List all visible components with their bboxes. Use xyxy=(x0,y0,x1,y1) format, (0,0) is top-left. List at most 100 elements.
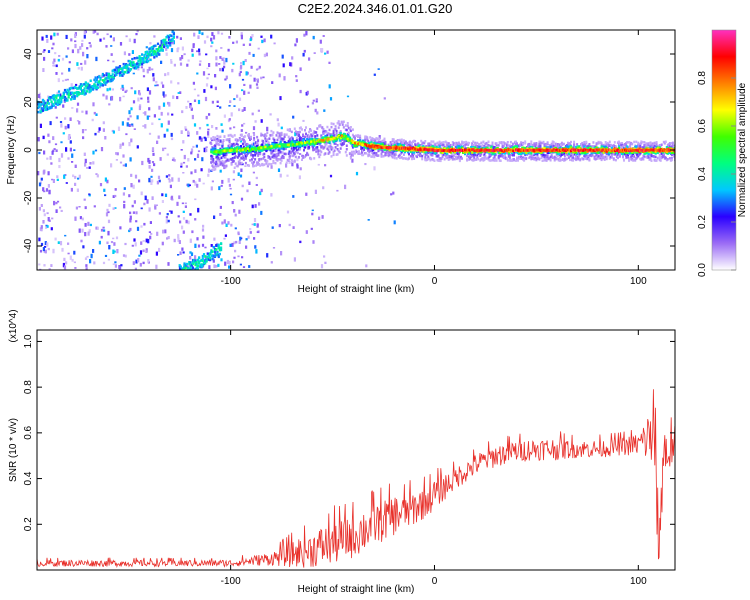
heatmap-cell xyxy=(65,182,68,184)
heatmap-streak-cell xyxy=(106,72,109,76)
heatmap-halo-cell xyxy=(478,143,481,146)
heatmap-streak-cell xyxy=(180,274,182,277)
heatmap-cell xyxy=(210,244,213,247)
heatmap-cell xyxy=(110,95,114,101)
heatmap-cell xyxy=(46,212,49,215)
heatmap-cell xyxy=(126,122,129,127)
heatmap-halo-cell xyxy=(331,139,334,143)
heatmap-cell xyxy=(311,212,314,216)
heatmap-halo-cell xyxy=(565,157,568,161)
heatmap-cell xyxy=(240,129,243,132)
heatmap-cell xyxy=(269,113,272,116)
heatmap-streak-cell xyxy=(55,96,58,100)
heatmap-halo-cell xyxy=(395,157,398,160)
heatmap-halo-cell xyxy=(408,152,410,156)
heatmap-halo-cell xyxy=(558,156,561,159)
heatmap-cell xyxy=(271,226,274,229)
heatmap-halo-cell xyxy=(234,162,237,165)
heatmap-cell xyxy=(164,193,168,197)
heatmap-cell xyxy=(112,237,115,240)
heatmap-cell xyxy=(164,94,167,97)
heatmap-halo-cell xyxy=(477,157,480,161)
heatmap-cell xyxy=(52,64,55,67)
heatmap-halo-cell xyxy=(543,156,546,159)
heatmap-cell xyxy=(189,238,192,243)
heatmap-halo-cell xyxy=(509,140,512,144)
heatmap-halo-cell xyxy=(484,155,487,158)
heatmap-streak-cell xyxy=(211,250,214,253)
heatmap-streak-cell xyxy=(194,259,197,262)
heatmap-halo-cell xyxy=(352,150,355,154)
heatmap-halo-cell xyxy=(327,145,330,148)
heatmap-cell xyxy=(120,87,123,90)
heatmap-halo-cell xyxy=(457,152,460,155)
heatmap-cell xyxy=(377,68,380,70)
heatmap-cell xyxy=(255,249,258,254)
heatmap-cell xyxy=(146,115,149,120)
heatmap-streak-cell xyxy=(99,84,102,87)
heatmap-halo-cell xyxy=(595,143,598,146)
heatmap-halo-cell xyxy=(364,139,367,142)
heatmap-cell xyxy=(158,105,161,110)
heatmap-streak-cell xyxy=(63,88,67,92)
heatmap-halo-cell xyxy=(387,151,390,154)
heatmap-halo-cell xyxy=(541,159,544,162)
heatmap-halo-cell xyxy=(296,131,299,134)
heatmap-streak-cell xyxy=(206,252,209,255)
heatmap-band-cell xyxy=(261,149,264,152)
heatmap-cell xyxy=(132,72,135,75)
heatmap-halo-cell xyxy=(358,135,360,138)
heatmap-cell xyxy=(302,119,305,122)
heatmap-halo-cell xyxy=(402,157,405,160)
heatmap-cell xyxy=(40,242,44,246)
heatmap-streak-cell xyxy=(110,75,113,79)
heatmap-halo-cell xyxy=(256,141,259,144)
heatmap-halo-cell xyxy=(636,153,639,156)
heatmap-band-cell xyxy=(643,152,646,155)
heatmap-streak-cell xyxy=(154,50,157,54)
heatmap-halo-cell xyxy=(655,141,658,144)
heatmap-band-cell xyxy=(346,134,349,137)
heatmap-halo-cell xyxy=(391,143,394,146)
heatmap-cell xyxy=(51,150,54,155)
heatmap-halo-cell xyxy=(280,131,283,135)
heatmap-halo-cell xyxy=(294,130,297,133)
heatmap-cell xyxy=(119,266,122,270)
heatmap-halo-cell xyxy=(327,148,330,152)
heatmap-streak-cell xyxy=(39,104,42,107)
heatmap-streak-cell xyxy=(83,93,86,96)
heatmap-cell xyxy=(321,48,324,52)
heatmap-cell xyxy=(146,69,149,74)
heatmap-cell xyxy=(170,196,173,200)
heatmap-streak-cell xyxy=(73,91,76,95)
heatmap-band-cell xyxy=(470,145,473,149)
heatmap-halo-cell xyxy=(576,143,579,146)
heatmap-cell xyxy=(102,261,106,265)
heatmap-streak-cell xyxy=(49,98,52,101)
heatmap-cell xyxy=(106,179,109,184)
heatmap-band-cell xyxy=(304,143,307,146)
heatmap-streak-cell xyxy=(188,267,191,270)
heatmap-halo-cell xyxy=(518,156,520,159)
heatmap-cell xyxy=(74,267,77,269)
heatmap-band-cell xyxy=(600,145,603,148)
heatmap-halo-cell xyxy=(237,162,240,166)
heatmap-halo-cell xyxy=(302,134,304,138)
heatmap-cell xyxy=(158,118,161,121)
heatmap-cell xyxy=(194,243,197,248)
heatmap-halo-cell xyxy=(650,153,653,156)
heatmap-streak-cell xyxy=(60,100,63,104)
heatmap-band-cell xyxy=(265,149,268,153)
heatmap-streak-cell xyxy=(105,77,108,80)
heatmap-cell xyxy=(72,174,75,178)
heatmap-streak-cell xyxy=(198,256,201,259)
heatmap-cell xyxy=(142,249,145,253)
heatmap-cell xyxy=(147,58,150,61)
heatmap-halo-cell xyxy=(519,157,522,160)
heatmap-streak-cell xyxy=(127,67,130,70)
heatmap-cell xyxy=(52,179,55,183)
heatmap-halo-cell xyxy=(428,142,431,145)
heatmap-halo-cell xyxy=(458,157,461,160)
heatmap-halo-cell xyxy=(323,131,326,135)
heatmap-band-cell xyxy=(471,151,474,154)
